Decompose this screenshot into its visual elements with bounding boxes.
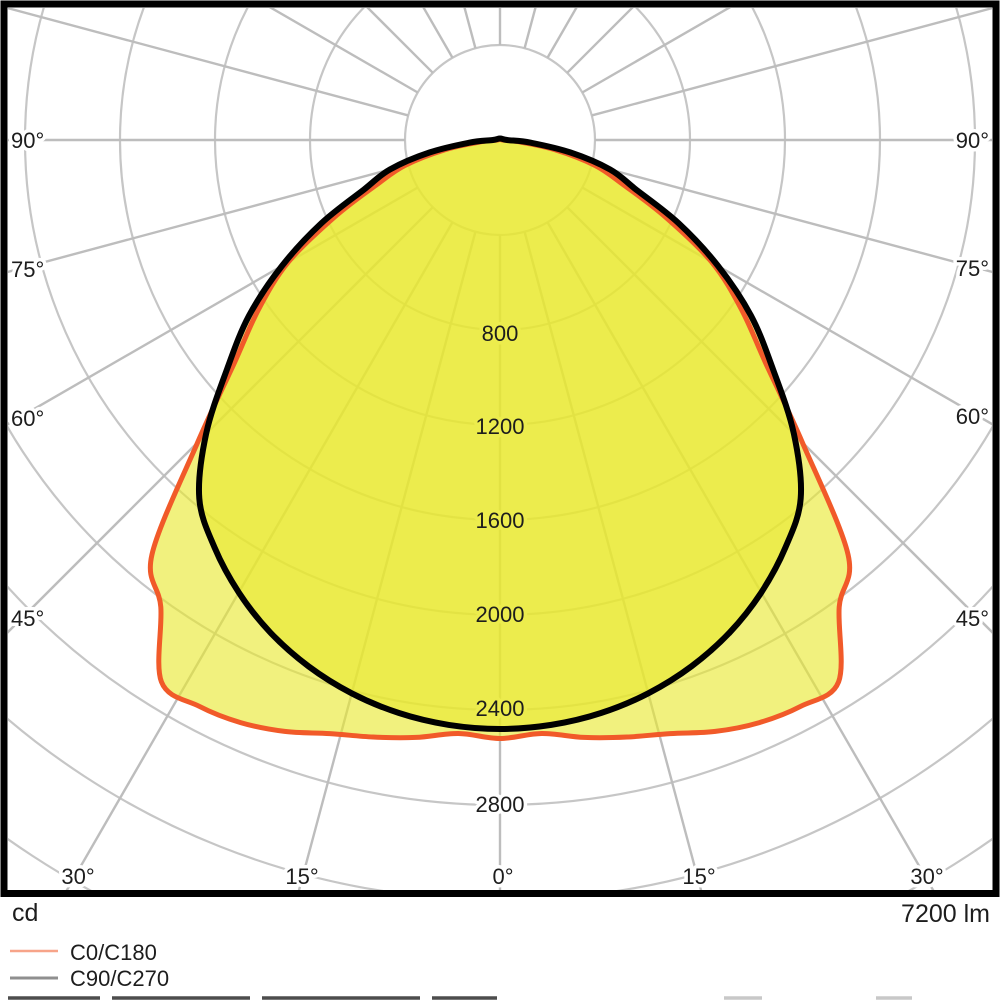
plot-frame (0, 0, 1000, 897)
legend: C0/C180 C90/C270 (10, 940, 169, 991)
angle-label-left-90: 90° (11, 128, 44, 153)
angle-label-bottom-30r: 30° (910, 864, 943, 889)
angle-label-left-75: 75° (11, 257, 44, 282)
radial-label-800: 800 (482, 321, 519, 346)
luminous-flux-label: 7200 lm (901, 900, 990, 928)
angle-label-right-60: 60° (956, 404, 989, 429)
angle-label-left-45: 45° (11, 606, 44, 631)
grid-spoke (581, 8, 732, 94)
angle-label-right-90: 90° (956, 128, 989, 153)
intensity-curves (147, 135, 853, 741)
angle-label-bottom-30l: 30° (61, 864, 94, 889)
curve-c90-c270 (195, 135, 805, 732)
radial-tick-labels: 800 1200 1600 2000 2400 2800 (472, 318, 528, 821)
grid-spoke (8, 8, 409, 117)
angle-label-left-60: 60° (11, 406, 44, 431)
radial-label-1200: 1200 (476, 414, 525, 439)
unit-label-cd: cd (12, 899, 38, 927)
radial-label-2000: 2000 (476, 602, 525, 627)
angle-label-bottom-15l: 15° (285, 864, 318, 889)
angle-label-right-45: 45° (956, 606, 989, 631)
grid-spoke (366, 8, 434, 74)
angle-labels: 90° 75° 60° 45° 90° 75° 60° 45° 30° 15° … (8, 125, 993, 893)
radial-label-1600: 1600 (476, 508, 525, 533)
grid-spoke (268, 8, 419, 94)
legend-label-c0-c180: C0/C180 (70, 940, 157, 965)
grid-spoke (8, 163, 409, 274)
angle-label-bottom-15r: 15° (682, 864, 715, 889)
fill-c0-c180 (150, 138, 850, 739)
radial-label-2400: 2400 (476, 696, 525, 721)
grid-spoke (591, 163, 992, 274)
angle-label-right-75: 75° (956, 256, 989, 281)
grid-spoke (566, 8, 634, 74)
legend-label-c90-c270: C90/C270 (70, 966, 169, 991)
angle-label-bottom-0: 0° (492, 864, 513, 889)
grid-spoke (591, 8, 992, 117)
radial-label-2800: 2800 (476, 792, 525, 817)
